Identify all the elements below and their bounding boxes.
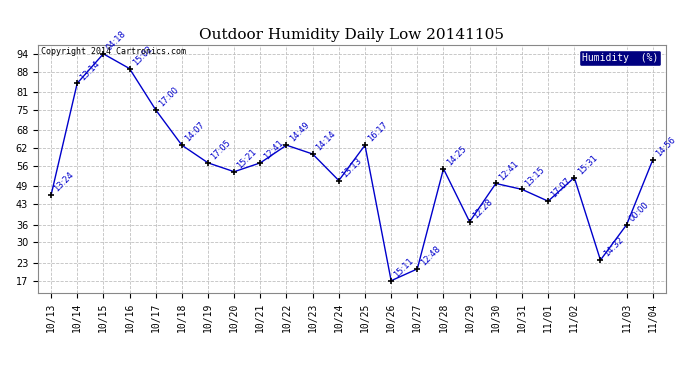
Text: 13:24: 13:24 [52, 171, 76, 194]
Text: 12:41: 12:41 [262, 138, 285, 162]
Text: Copyright 2014 Cartronics.com: Copyright 2014 Cartronics.com [41, 48, 186, 57]
Text: 14:49: 14:49 [288, 121, 311, 144]
Legend: Humidity  (%): Humidity (%) [579, 50, 661, 66]
Text: 12:41: 12:41 [497, 159, 520, 182]
Text: 00:00: 00:00 [628, 200, 651, 223]
Text: 15:11: 15:11 [393, 256, 415, 279]
Text: 12:48: 12:48 [419, 244, 442, 267]
Text: 17:00: 17:00 [157, 85, 180, 108]
Text: 14:32: 14:32 [602, 236, 625, 259]
Text: 14:14: 14:14 [314, 129, 337, 153]
Text: 15:21: 15:21 [235, 147, 259, 170]
Title: Outdoor Humidity Daily Low 20141105: Outdoor Humidity Daily Low 20141105 [199, 28, 504, 42]
Text: 14:56: 14:56 [654, 135, 678, 159]
Text: 14:07: 14:07 [184, 120, 206, 144]
Text: 13:14: 13:14 [79, 58, 102, 82]
Text: 17:05: 17:05 [209, 138, 233, 162]
Text: 04:18: 04:18 [105, 29, 128, 52]
Text: 13:13: 13:13 [340, 156, 364, 179]
Text: 13:15: 13:15 [523, 165, 546, 188]
Text: 17:07: 17:07 [549, 176, 573, 200]
Text: 12:28: 12:28 [471, 197, 494, 220]
Text: 16:17: 16:17 [366, 120, 390, 144]
Text: 15:02: 15:02 [131, 44, 154, 67]
Text: 14:25: 14:25 [445, 144, 468, 167]
Text: 15:31: 15:31 [575, 153, 599, 176]
